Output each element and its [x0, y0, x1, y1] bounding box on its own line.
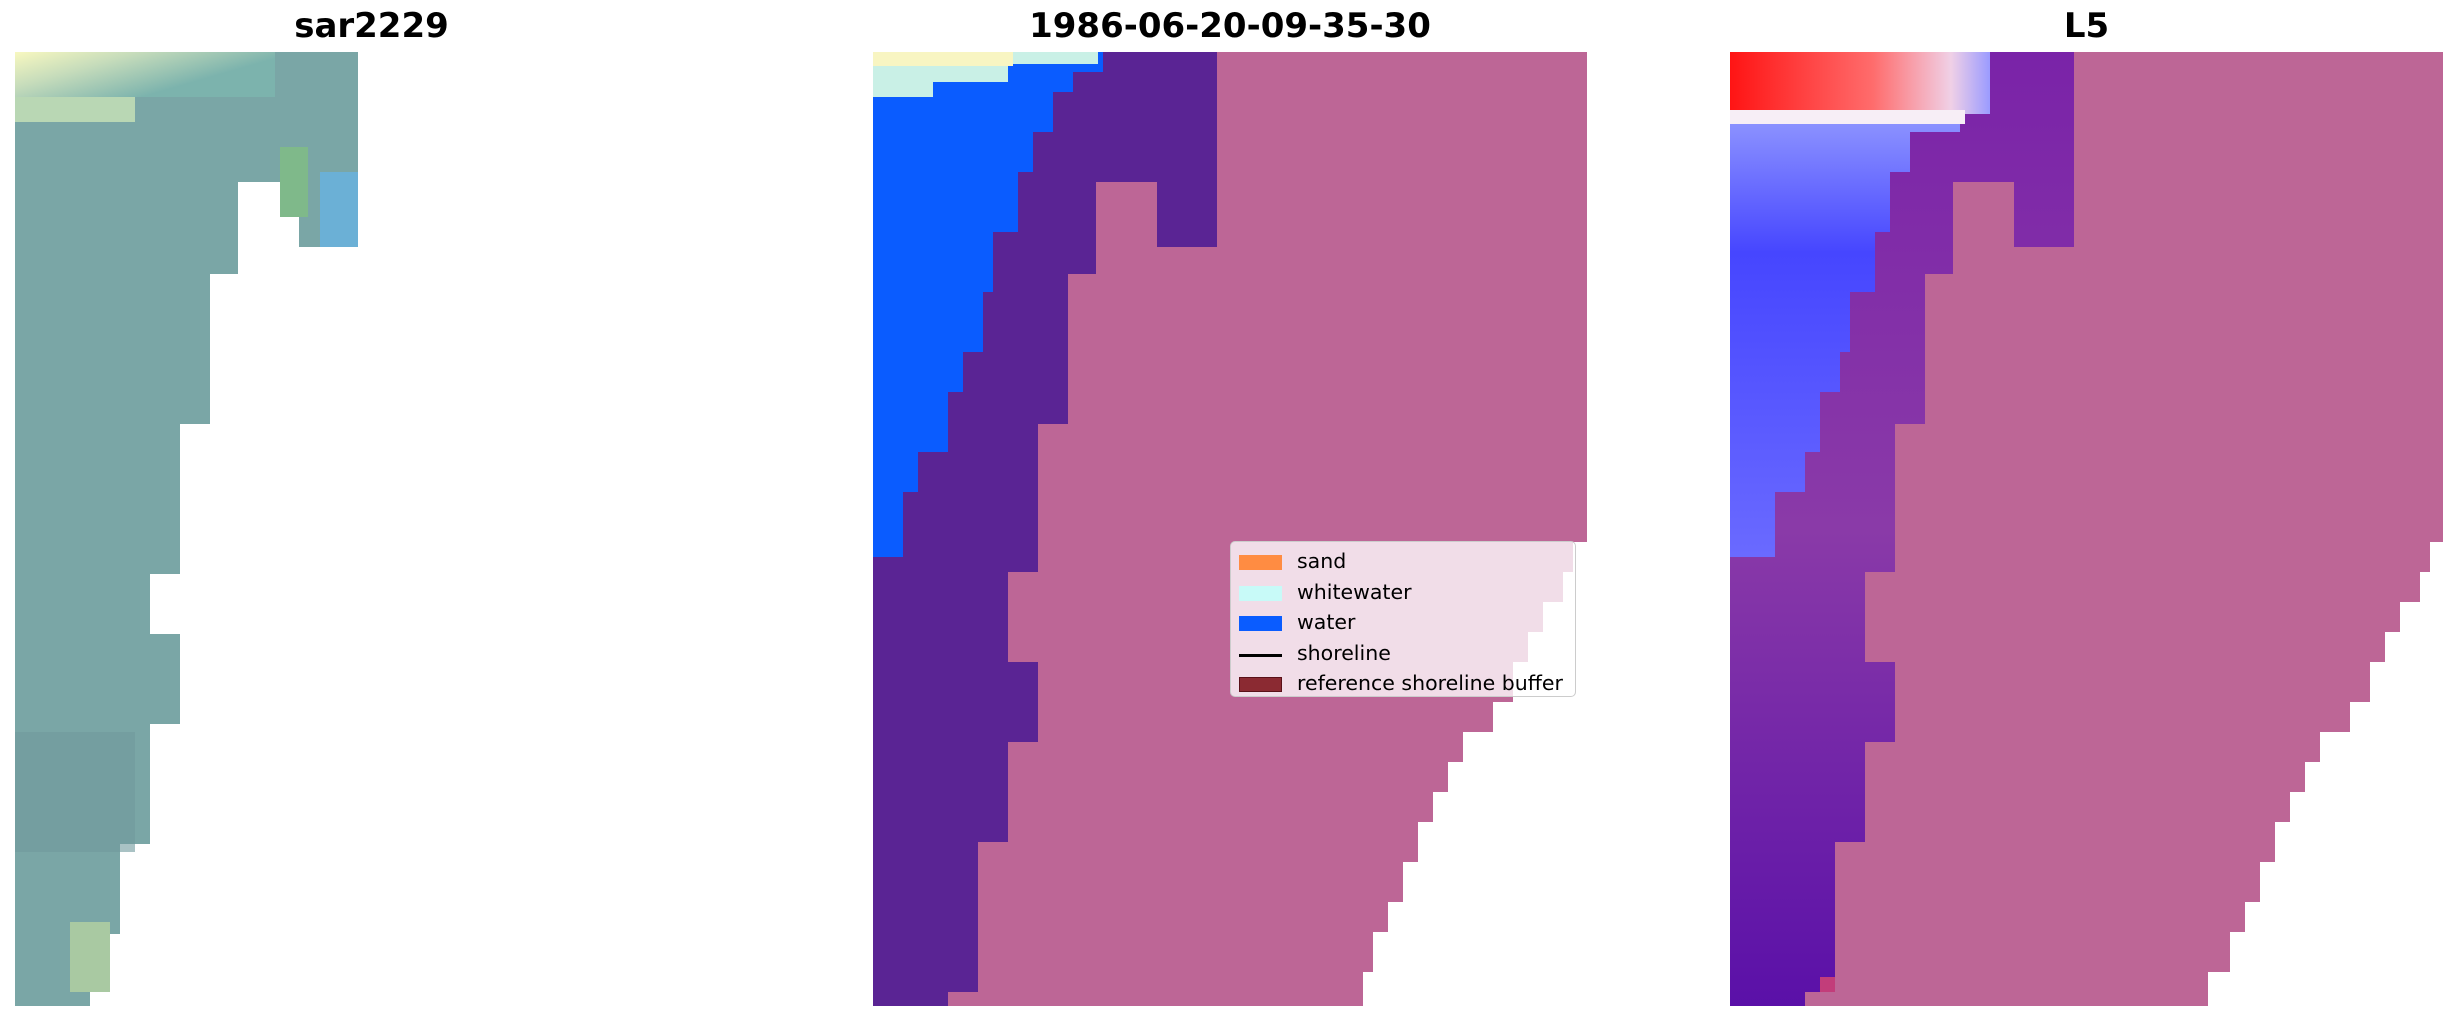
- rgb-light-patch-bottom: [70, 922, 110, 992]
- index-buffer-region: [1730, 52, 2074, 1006]
- classification-panel: [873, 52, 1587, 1006]
- whitewater-swatch: [1239, 585, 1282, 601]
- index-land-region: [1805, 52, 2443, 1006]
- legend-label: reference shoreline buffer: [1297, 671, 1563, 695]
- panel-title-classification: 1986-06-20-09-35-30: [1029, 6, 1431, 46]
- legend-label: shoreline: [1297, 640, 1391, 665]
- land-region: [948, 52, 1587, 1006]
- legend-item-whitewater: whitewater: [1231, 579, 1575, 610]
- legend-item-water: water: [1231, 609, 1575, 640]
- rgb-dark-band: [15, 732, 135, 852]
- legend-label: sand: [1297, 549, 1347, 573]
- rgb-image: [15, 52, 358, 1006]
- rgb-image-panel: [15, 52, 728, 1006]
- rgb-green-patch: [280, 147, 308, 217]
- buffer-swatch: [1239, 677, 1282, 692]
- index-red-pixel: [1820, 977, 1835, 992]
- index-water-region: [1730, 122, 1960, 557]
- rgb-whitewater-patch: [15, 97, 135, 122]
- legend-label: water: [1297, 610, 1356, 634]
- index-white-strip: [1730, 110, 1965, 124]
- sand-swatch: [1239, 555, 1282, 570]
- panel-title-rgb: sar2229: [294, 6, 449, 46]
- classification-map: [873, 52, 1587, 1006]
- shoreline-line: [1239, 653, 1282, 657]
- index-high-values-strip: [1730, 52, 1990, 114]
- water-region: [873, 52, 1133, 557]
- legend-item-sand: sand: [1231, 548, 1575, 579]
- index-map: [1730, 52, 2443, 1006]
- rgb-sand-patch: [15, 52, 275, 97]
- legend: sand whitewater water shoreline referenc…: [1230, 541, 1576, 697]
- index-panel: [1730, 52, 2443, 1006]
- sand-tone-strip: [873, 52, 1013, 66]
- panel-title-index: L5: [2063, 6, 2110, 46]
- legend-item-reference-buffer: reference shoreline buffer: [1231, 670, 1575, 701]
- legend-label: whitewater: [1297, 579, 1412, 604]
- legend-item-shoreline: shoreline: [1231, 640, 1575, 671]
- rgb-lightblue-patch: [320, 172, 358, 247]
- water-swatch: [1239, 616, 1282, 631]
- reference-buffer-region: [873, 52, 1217, 1006]
